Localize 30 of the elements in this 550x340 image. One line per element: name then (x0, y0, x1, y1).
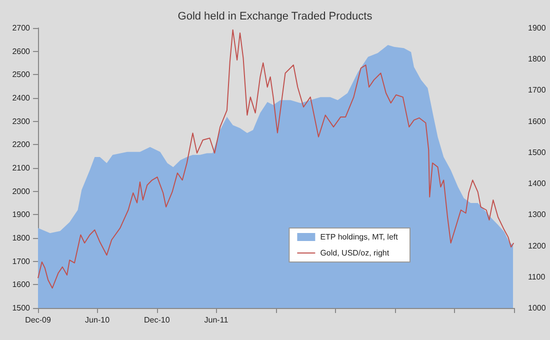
y-tick-label: 1600 (12, 280, 31, 290)
x-tick-label: Jun-11 (204, 316, 229, 324)
y-tick-label: 2200 (12, 140, 31, 150)
y2-tick-label: 1000 (528, 304, 546, 312)
y-tick-label: 2700 (12, 24, 31, 32)
y-tick-label: 2000 (12, 186, 31, 196)
y-tick-label: 1700 (12, 256, 31, 266)
chart-title: Gold held in Exchange Traded Products (178, 10, 373, 22)
y-tick-label: 2300 (12, 116, 31, 126)
y2-tick-label: 1900 (528, 24, 546, 32)
y2-tick-label: 1100 (528, 272, 546, 282)
y2-tick-label: 1700 (528, 86, 546, 95)
y-tick-label: 1800 (12, 234, 31, 242)
y2-tick-label: 1800 (528, 54, 546, 64)
y2-tick-label: 1400 (528, 179, 546, 188)
y-tick-label: 2500 (12, 70, 31, 80)
x-tick-label: Dec-09 (25, 316, 52, 324)
legend-label: ETP holdings, MT, left (320, 232, 399, 242)
legend-label: Gold, USD/oz, right (320, 248, 390, 258)
y-tick-label: 2600 (12, 46, 31, 56)
y-tick-label: 1900 (12, 210, 31, 220)
y-tick-label: 1500 (12, 304, 31, 312)
y2-tick-label: 1600 (528, 116, 546, 126)
y2-tick-label: 1300 (528, 210, 546, 220)
y-tick-label: 2100 (12, 164, 31, 172)
y2-tick-label: 1500 (528, 148, 546, 157)
y2-tick-label: 1200 (528, 241, 546, 250)
x-tick-label: Dec-10 (144, 316, 170, 324)
x-tick-label: Jun-10 (85, 316, 110, 324)
y-tick-label: 2400 (12, 94, 31, 102)
